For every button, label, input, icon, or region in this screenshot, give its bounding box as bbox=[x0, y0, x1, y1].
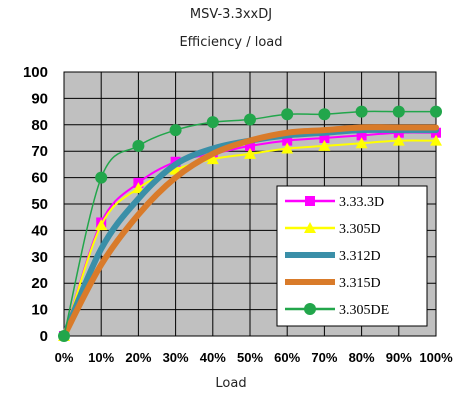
y-tick-label: 40 bbox=[31, 222, 48, 239]
x-tick-label: 80% bbox=[349, 350, 375, 365]
legend-label-3-305d: 3.305D bbox=[339, 222, 381, 237]
data-point-3-305d bbox=[244, 147, 256, 159]
series-3-305de bbox=[58, 105, 442, 342]
data-point-3-305de bbox=[318, 108, 331, 121]
y-tick-label: 60 bbox=[31, 170, 48, 187]
data-point-3-305d bbox=[392, 134, 405, 146]
data-point-3-305de bbox=[95, 171, 108, 184]
data-point-3-305de bbox=[244, 113, 256, 126]
y-tick-label: 100 bbox=[23, 64, 48, 81]
x-tick-label: 40% bbox=[200, 350, 226, 365]
legend-label-3-33-3d: 3.33.3D bbox=[339, 195, 384, 210]
chart-subtitle: Efficiency / load bbox=[179, 35, 283, 50]
y-tick-label: 90 bbox=[31, 90, 48, 107]
data-point-3-305de bbox=[132, 139, 145, 152]
y-tick-label: 70 bbox=[31, 143, 48, 160]
x-tick-label: 50% bbox=[237, 350, 263, 365]
data-point-3-33-3d bbox=[282, 135, 293, 146]
series-line-3-315d bbox=[61, 124, 439, 339]
series-line-3-305de bbox=[63, 110, 437, 337]
y-tick-label: 80 bbox=[31, 117, 48, 134]
legend-marker-3-33-3d bbox=[305, 196, 315, 206]
legend-label-3-305de: 3.305DE bbox=[339, 303, 389, 318]
data-point-3-33-3d bbox=[319, 133, 330, 143]
y-tick-label: 30 bbox=[31, 249, 48, 266]
y-tick-label: 20 bbox=[31, 275, 48, 292]
data-point-3-305de bbox=[430, 105, 442, 118]
data-point-3-305d bbox=[206, 153, 219, 165]
y-tick-label: 10 bbox=[31, 302, 48, 319]
y-tick-label: 50 bbox=[31, 196, 48, 213]
data-point-3-305de bbox=[58, 330, 70, 342]
x-tick-label: 30% bbox=[163, 350, 189, 365]
y-tick-label: 0 bbox=[40, 328, 48, 345]
data-point-3-305de bbox=[281, 108, 294, 121]
data-point-3-305d bbox=[95, 219, 108, 231]
data-point-3-305d bbox=[281, 142, 294, 154]
data-point-3-305d bbox=[430, 134, 442, 146]
x-tick-label: 100% bbox=[419, 350, 453, 365]
legend: 3.33.3D 3.305D 3.312D 3.315D 3.305DE bbox=[276, 185, 428, 327]
series-3-305d bbox=[58, 134, 442, 341]
x-axis-label: Load bbox=[215, 376, 247, 391]
chart-title: MSV-3.3xxDJ bbox=[189, 7, 273, 22]
data-point-3-305d bbox=[318, 139, 331, 151]
x-tick-label: 90% bbox=[386, 350, 412, 365]
x-tick-label: 0% bbox=[55, 350, 74, 365]
legend-label-3-315d: 3.315D bbox=[339, 276, 381, 291]
data-point-3-305d bbox=[132, 182, 145, 194]
data-point-3-305de bbox=[206, 116, 219, 129]
legend-marker-3-305de bbox=[304, 303, 316, 315]
data-point-3-305de bbox=[355, 105, 368, 118]
x-tick-label: 10% bbox=[88, 350, 114, 365]
data-point-3-305de bbox=[169, 124, 182, 137]
data-point-3-305de bbox=[392, 105, 405, 118]
data-point-3-305d bbox=[355, 137, 368, 149]
legend-marker-3-305d bbox=[304, 222, 316, 233]
x-tick-label: 60% bbox=[274, 350, 300, 365]
data-point-3-33-3d bbox=[356, 130, 367, 141]
data-point-3-33-3d bbox=[245, 140, 255, 151]
series-3-315d bbox=[61, 124, 439, 339]
x-tick-label: 70% bbox=[311, 350, 337, 365]
x-tick-label: 20% bbox=[125, 350, 151, 365]
legend-label-3-312d: 3.312D bbox=[339, 249, 381, 264]
